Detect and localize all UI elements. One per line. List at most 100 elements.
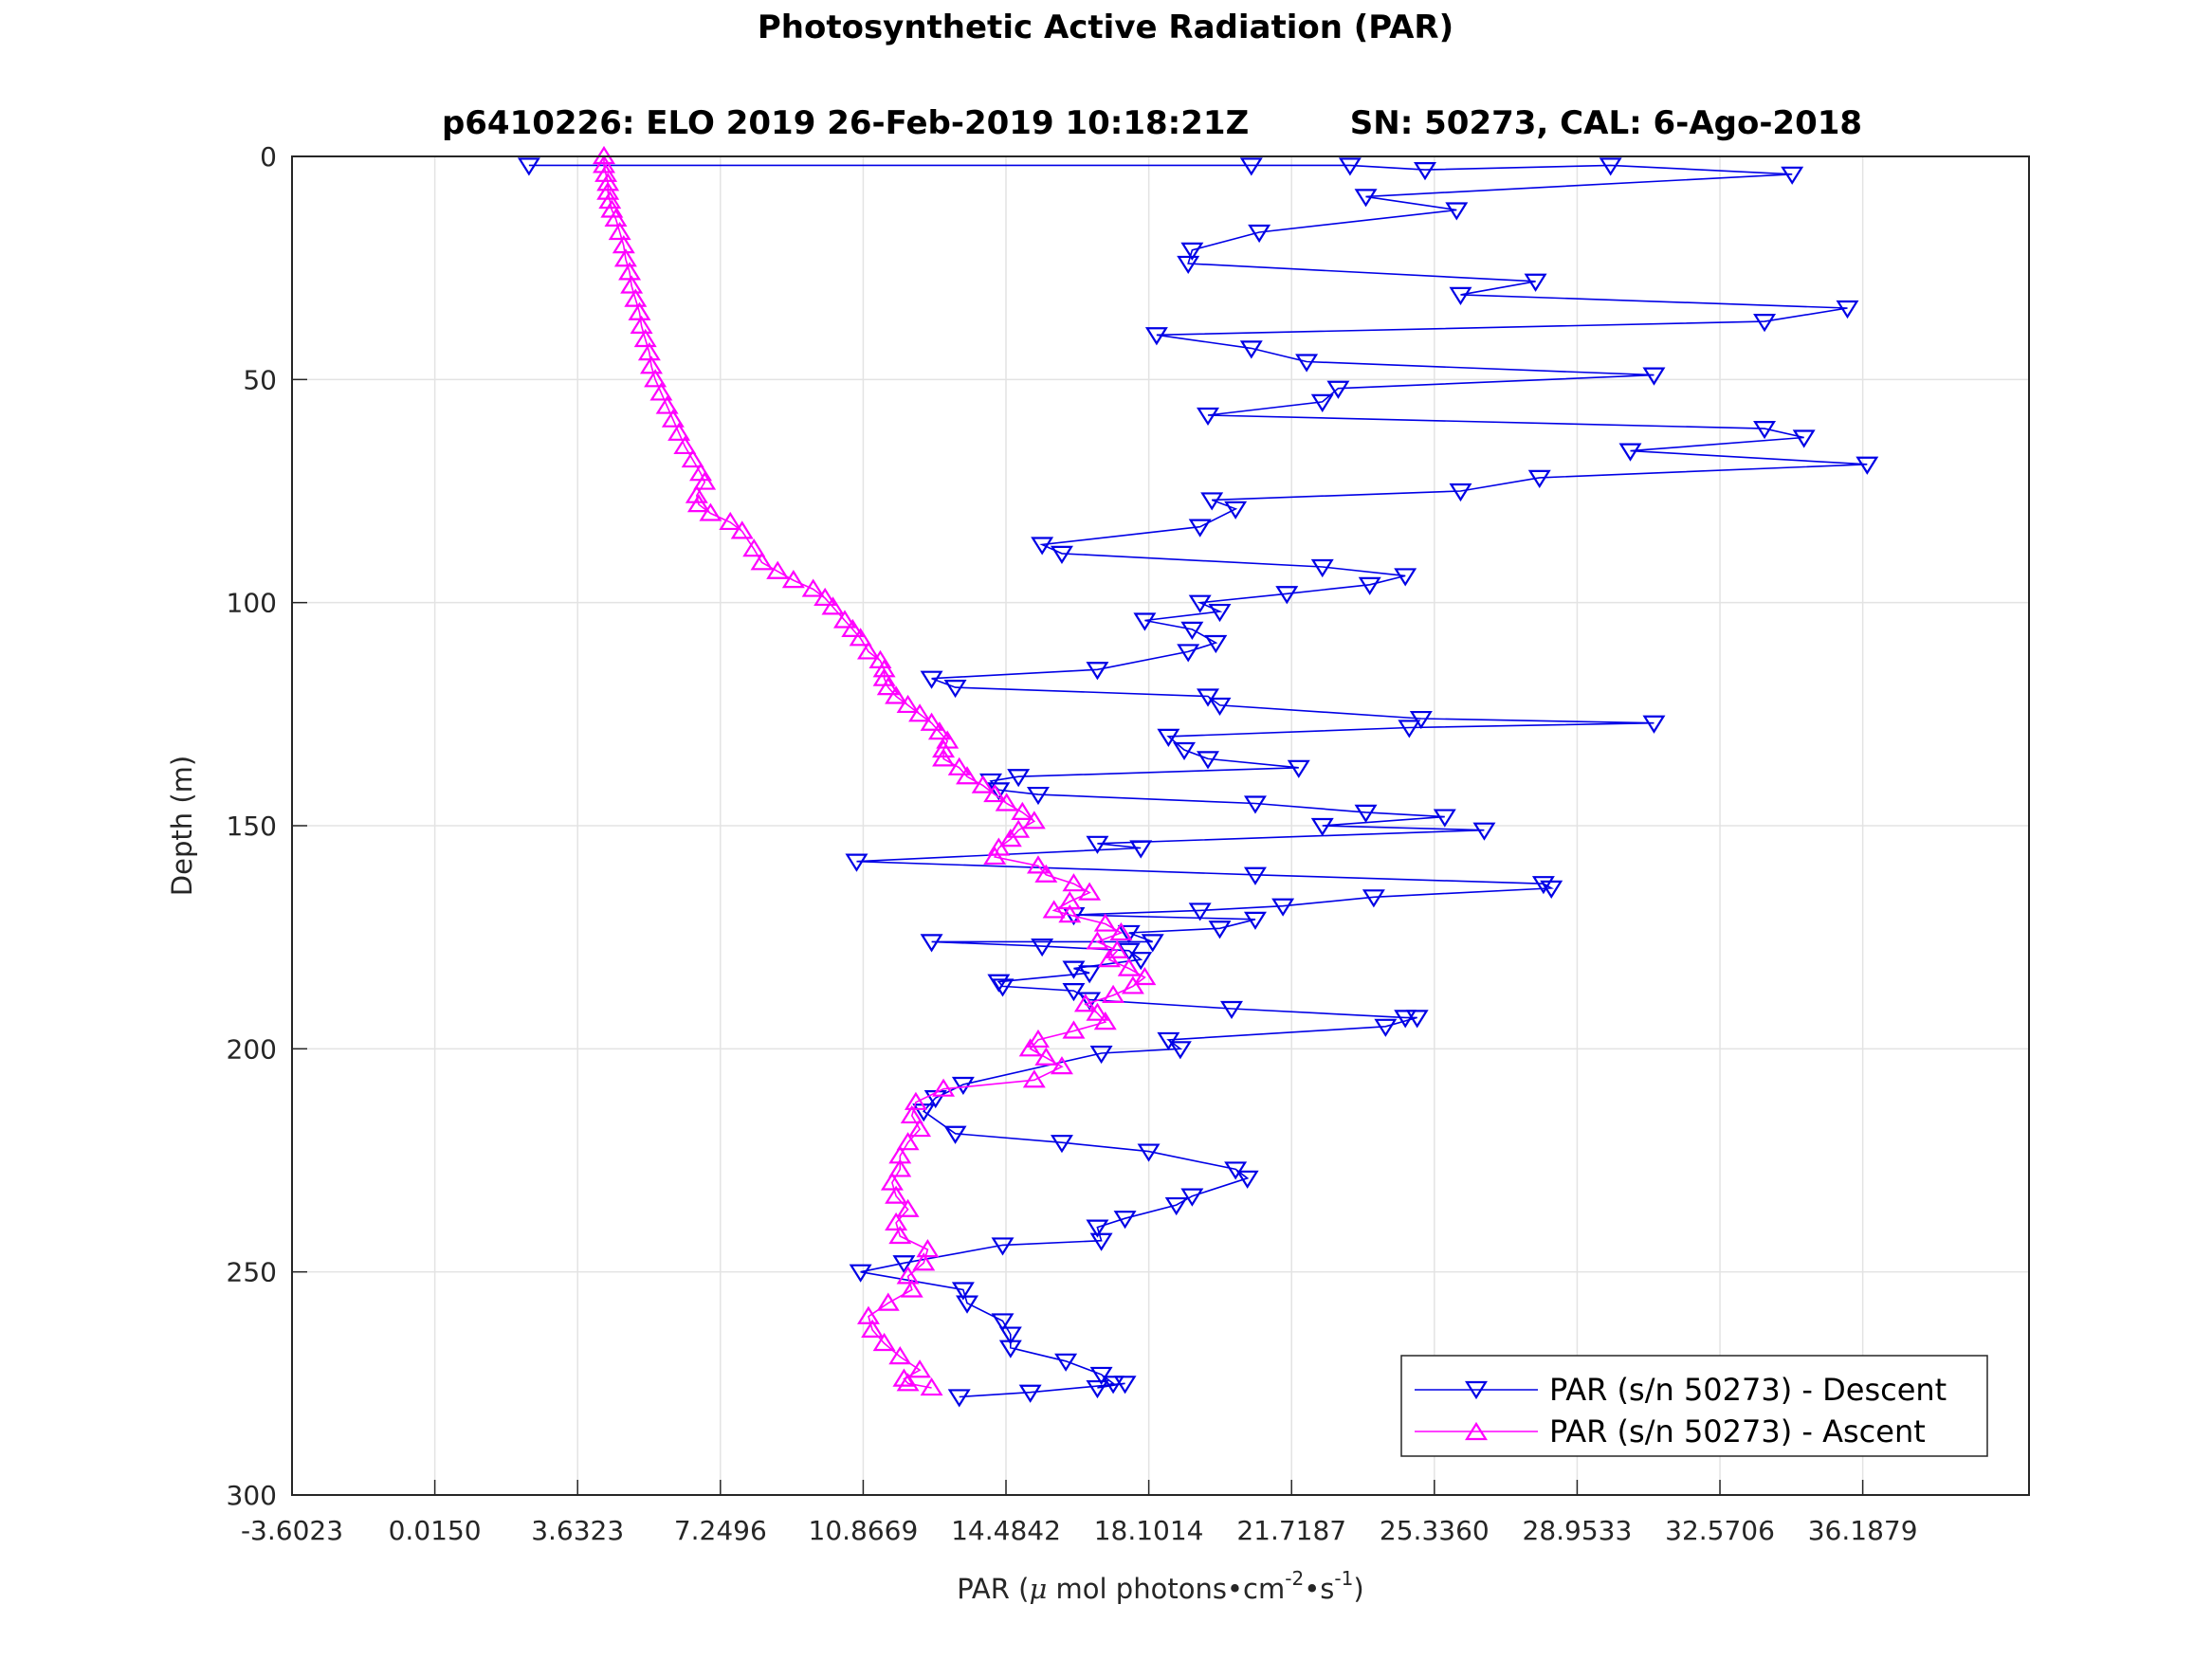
legend-descent-label: PAR (s/n 50273) - Descent xyxy=(1549,1372,1947,1408)
y-tick-label: 50 xyxy=(243,364,277,395)
data-point xyxy=(1086,1219,1109,1238)
data-point xyxy=(667,422,691,441)
data-point xyxy=(1295,354,1319,373)
data-point xyxy=(693,471,717,490)
legend-descent-marker xyxy=(1465,1380,1488,1400)
y-tick-label: 200 xyxy=(227,1033,277,1065)
data-point xyxy=(1089,1045,1113,1065)
data-point xyxy=(991,1237,1015,1256)
data-point xyxy=(1220,1000,1243,1020)
data-point xyxy=(916,1239,940,1258)
data-point xyxy=(904,1091,927,1110)
data-point xyxy=(1133,612,1157,631)
data-point xyxy=(1599,157,1622,176)
data-point xyxy=(1062,873,1086,892)
data-point xyxy=(908,703,932,722)
y-tick-label: 250 xyxy=(227,1257,277,1288)
data-point xyxy=(1224,501,1248,520)
data-point xyxy=(998,829,1022,848)
data-point xyxy=(896,1198,920,1217)
y-tick-label: 100 xyxy=(227,588,277,619)
x-tick-label: 10.8669 xyxy=(809,1515,919,1546)
data-point xyxy=(1058,904,1082,923)
data-point xyxy=(1086,931,1109,950)
data-point xyxy=(1472,822,1496,841)
data-point xyxy=(1093,913,1117,932)
data-point xyxy=(1086,662,1109,681)
data-point xyxy=(1524,273,1547,292)
data-point xyxy=(896,1266,920,1285)
data-point xyxy=(608,221,631,241)
data-point xyxy=(1405,1010,1429,1029)
data-point xyxy=(1102,984,1125,1003)
data-point xyxy=(1117,957,1141,976)
data-point xyxy=(956,1295,979,1314)
x-tick-label: 25.3360 xyxy=(1380,1515,1490,1546)
data-point xyxy=(613,248,637,267)
data-point xyxy=(750,552,774,571)
data-point xyxy=(730,520,754,539)
data-point xyxy=(1022,811,1046,830)
data-point xyxy=(1354,189,1378,208)
data-point xyxy=(655,395,679,414)
data-point xyxy=(1018,1384,1042,1403)
x-tick-label: 3.6323 xyxy=(531,1515,624,1546)
data-point xyxy=(1792,429,1816,448)
y-axis-label: Depth (m) xyxy=(166,756,198,896)
data-point xyxy=(1753,314,1777,333)
data-point xyxy=(1409,710,1433,730)
x-tick-label: 28.9533 xyxy=(1523,1515,1633,1546)
data-point xyxy=(1449,483,1472,502)
data-point xyxy=(598,190,622,210)
data-point xyxy=(1642,367,1666,386)
data-point xyxy=(1034,1047,1058,1066)
data-point xyxy=(766,560,790,579)
data-point xyxy=(1208,921,1232,939)
data-point xyxy=(920,712,943,731)
data-point xyxy=(1642,715,1666,734)
data-point xyxy=(900,1279,923,1298)
data-point xyxy=(1398,720,1421,738)
data-point xyxy=(1433,809,1456,828)
data-point xyxy=(1204,634,1228,654)
data-point xyxy=(845,853,868,872)
data-point xyxy=(649,382,673,401)
data-point xyxy=(1086,835,1109,854)
data-point xyxy=(912,1252,936,1271)
data-point xyxy=(1073,994,1097,1012)
data-point xyxy=(661,409,685,428)
data-point xyxy=(991,1313,1015,1332)
data-point xyxy=(1031,938,1054,957)
data-point xyxy=(880,1172,904,1191)
data-point xyxy=(947,1389,971,1408)
data-point xyxy=(1062,983,1086,1002)
data-point xyxy=(1102,1376,1125,1395)
data-point xyxy=(644,369,667,388)
data-point xyxy=(1018,1038,1042,1057)
data-point xyxy=(673,435,697,455)
data-point xyxy=(885,1212,908,1231)
data-point xyxy=(888,1158,912,1177)
data-point xyxy=(1188,519,1212,538)
legend-box xyxy=(1400,1355,1988,1457)
data-point xyxy=(951,1282,975,1301)
data-point xyxy=(876,677,900,696)
data-point xyxy=(1224,1161,1248,1180)
x-axis-label: PAR (μ mol photons•cm-2•s-1) xyxy=(957,1567,1363,1605)
data-point xyxy=(1164,1196,1188,1216)
data-point xyxy=(814,587,837,607)
chart-title: Photosynthetic Active Radiation (PAR) xyxy=(758,9,1453,46)
data-point xyxy=(1208,697,1232,716)
data-point xyxy=(947,757,971,775)
data-point xyxy=(908,1359,932,1378)
data-point xyxy=(856,641,880,660)
data-point xyxy=(1157,1031,1180,1050)
data-point xyxy=(1243,911,1267,930)
data-point xyxy=(596,173,620,191)
data-point xyxy=(685,484,708,503)
data-point xyxy=(630,315,653,334)
data-point xyxy=(861,1319,885,1338)
data-point xyxy=(639,356,663,374)
data-point xyxy=(1310,817,1334,837)
data-point xyxy=(888,1225,912,1245)
